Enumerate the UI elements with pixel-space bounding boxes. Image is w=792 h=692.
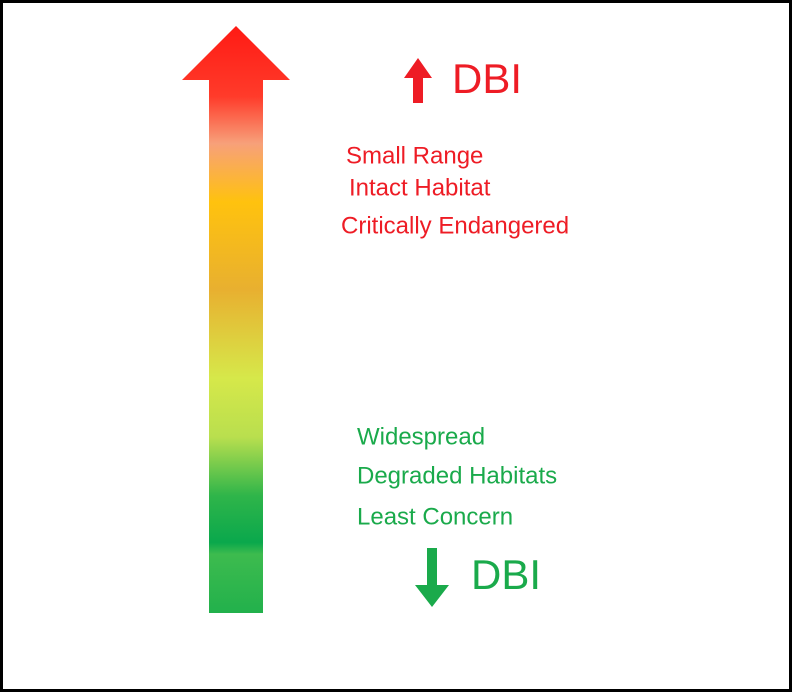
gradient-arrow — [182, 26, 290, 613]
top-item: Critically Endangered — [341, 212, 569, 239]
up-arrow — [404, 58, 432, 103]
top-label: DBI — [452, 55, 522, 102]
bottom-label: DBI — [471, 551, 541, 598]
down-arrow — [415, 548, 449, 607]
top-item: Intact Habitat — [349, 174, 491, 201]
bottom-item: Least Concern — [357, 503, 513, 530]
bottom-item: Degraded Habitats — [357, 462, 557, 489]
bottom-item: Widespread — [357, 423, 485, 450]
top-item: Small Range — [346, 142, 483, 169]
